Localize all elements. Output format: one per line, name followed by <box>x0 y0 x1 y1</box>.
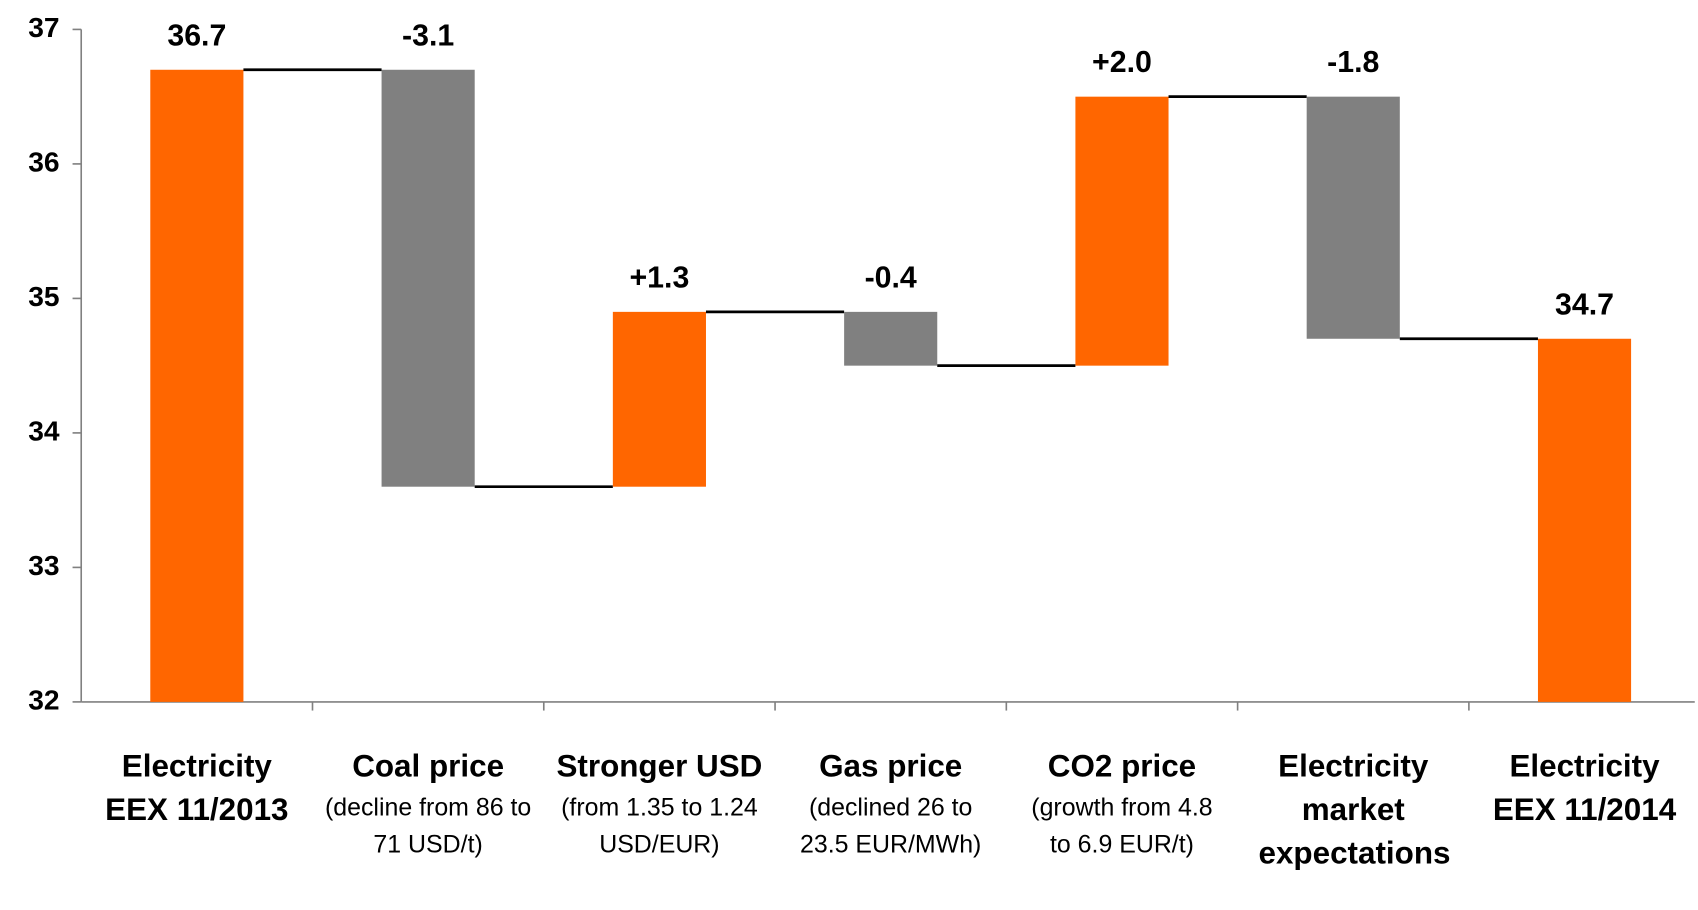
category-title: CO2 price <box>1047 749 1197 785</box>
category-title: Stronger USD <box>556 749 763 785</box>
y-tick-label: 36 <box>28 146 59 177</box>
category-label: Gas price (declined 26 to 23.5 EUR/MWh) <box>750 745 1032 862</box>
category-label: Electricity EEX 11/2014 <box>1444 745 1698 832</box>
category: Electricity EEX 11/2013 <box>56 745 338 832</box>
category-title: Electricity market expectations <box>1258 749 1451 871</box>
category-label: CO2 price (growth from 4.8 to 6.9 EUR/t) <box>981 745 1263 862</box>
category: Electricity market expectations <box>1212 745 1494 875</box>
category-label: Coal price (decline from 86 to 71 USD/t) <box>287 745 569 862</box>
category-title: Gas price <box>819 749 963 785</box>
category-detail: (decline from 86 to 71 USD/t) <box>324 792 532 858</box>
bar <box>844 311 938 366</box>
category-label: Stronger USD (from 1.35 to 1.24 USD/EUR) <box>519 745 801 862</box>
bar <box>381 69 475 487</box>
y-tick-label: 37 <box>28 12 59 43</box>
category-detail: (growth from 4.8 to 6.9 EUR/t) <box>1031 792 1213 858</box>
category: CO2 price (growth from 4.8 to 6.9 EUR/t) <box>981 745 1263 862</box>
bar <box>1075 96 1169 366</box>
value-label: +1.3 <box>629 261 689 294</box>
value-label: +2.0 <box>1092 46 1152 79</box>
bar <box>1537 338 1632 702</box>
value-label: 36.7 <box>167 19 226 52</box>
y-tick-label: 33 <box>28 550 59 581</box>
category-label: Electricity market expectations <box>1212 745 1494 875</box>
category-title: Electricity EEX 11/2014 <box>1492 749 1677 828</box>
category-detail: (from 1.35 to 1.24 USD/EUR) <box>561 792 758 858</box>
category: Coal price (decline from 86 to 71 USD/t) <box>287 745 569 862</box>
category-title: Electricity EEX 11/2013 <box>105 749 289 828</box>
category-detail: (declined 26 to 23.5 EUR/MWh) <box>800 792 982 858</box>
y-tick-label: 35 <box>28 281 59 312</box>
bar <box>1306 96 1400 339</box>
category: Stronger USD (from 1.35 to 1.24 USD/EUR) <box>519 745 801 862</box>
value-label: -0.4 <box>865 261 917 294</box>
bar <box>612 311 706 487</box>
value-label: -3.1 <box>402 19 454 52</box>
value-label: 34.7 <box>1555 288 1614 321</box>
value-label: -1.8 <box>1327 46 1379 79</box>
category: Electricity EEX 11/2014 <box>1444 745 1698 832</box>
bar <box>150 69 244 702</box>
category-label: Electricity EEX 11/2013 <box>56 745 338 832</box>
category-title: Coal price <box>352 749 505 785</box>
y-tick-label: 32 <box>28 684 59 715</box>
y-tick-label: 34 <box>28 415 60 446</box>
category: Gas price (declined 26 to 23.5 EUR/MWh) <box>750 745 1032 862</box>
